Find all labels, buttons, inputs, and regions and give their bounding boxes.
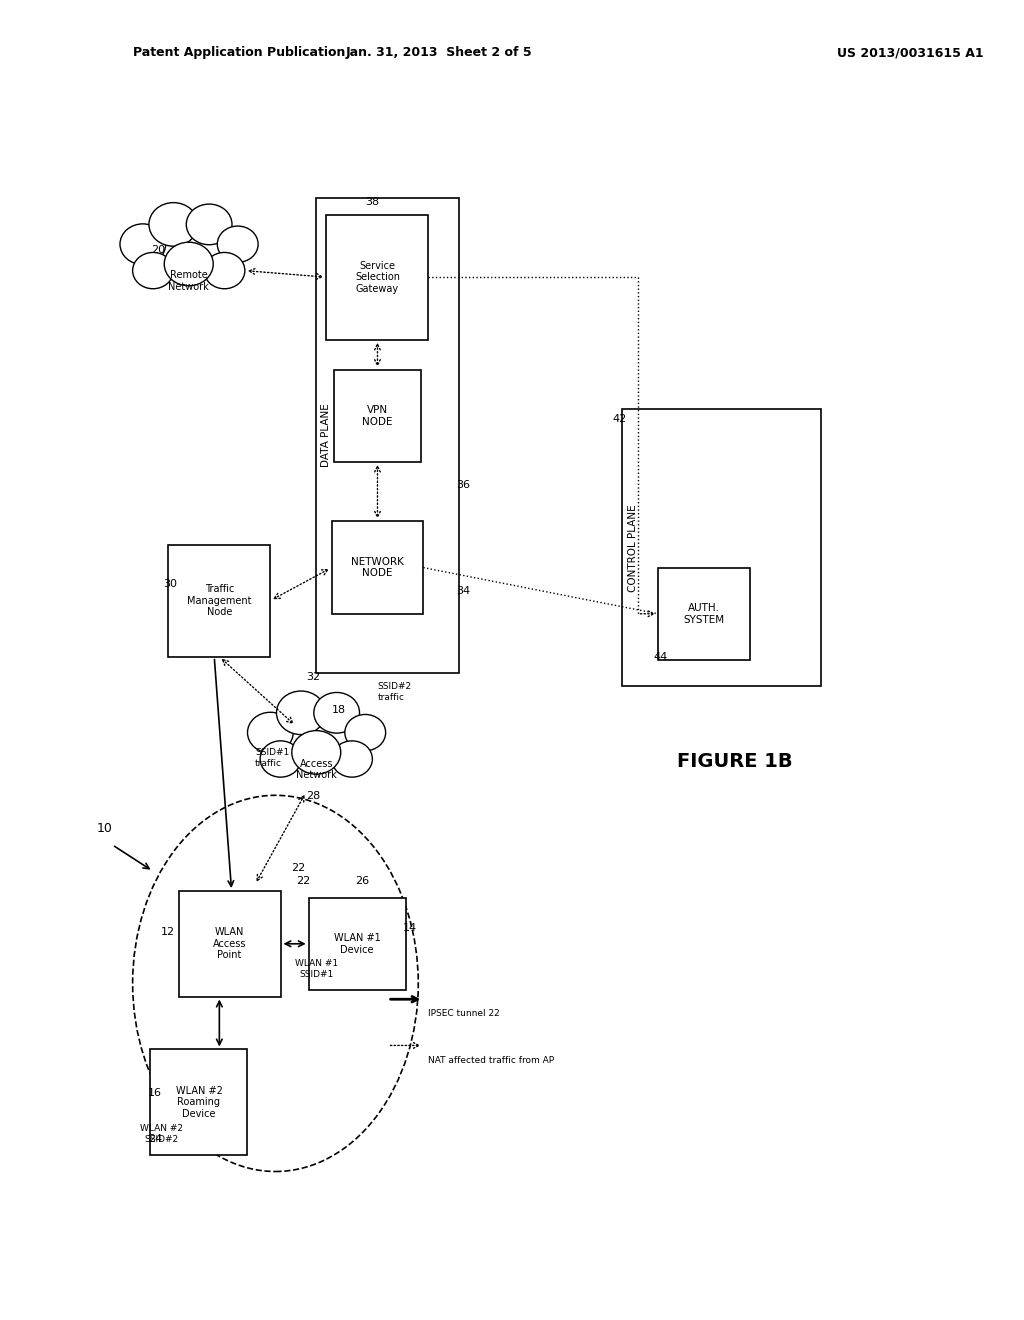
Text: WLAN #2
SSID#2: WLAN #2 SSID#2	[139, 1125, 182, 1144]
Text: WLAN #1
Device: WLAN #1 Device	[334, 933, 381, 954]
Text: 10: 10	[97, 821, 113, 834]
Ellipse shape	[292, 731, 341, 774]
Text: Service
Selection
Gateway: Service Selection Gateway	[355, 260, 400, 294]
Ellipse shape	[133, 795, 418, 1172]
Text: SSID#1
traffic: SSID#1 traffic	[255, 748, 290, 768]
Text: CONTROL PLANE: CONTROL PLANE	[628, 504, 638, 591]
Ellipse shape	[217, 226, 258, 263]
Text: 26: 26	[355, 876, 370, 887]
Text: 14: 14	[403, 923, 417, 933]
Text: NAT affected traffic from AP: NAT affected traffic from AP	[428, 1056, 555, 1065]
Text: Jan. 31, 2013  Sheet 2 of 5: Jan. 31, 2013 Sheet 2 of 5	[345, 46, 532, 59]
Text: 28: 28	[306, 791, 321, 801]
Text: Remote
Network: Remote Network	[168, 271, 209, 292]
Ellipse shape	[186, 205, 232, 244]
FancyBboxPatch shape	[308, 898, 406, 990]
Ellipse shape	[164, 243, 213, 286]
FancyBboxPatch shape	[168, 544, 270, 656]
Text: 22: 22	[291, 863, 305, 874]
Ellipse shape	[248, 713, 293, 752]
Text: 44: 44	[653, 652, 668, 663]
Text: SSID#2
traffic: SSID#2 traffic	[378, 682, 412, 702]
Text: 12: 12	[161, 927, 175, 937]
Ellipse shape	[313, 693, 359, 733]
FancyBboxPatch shape	[334, 370, 421, 462]
FancyBboxPatch shape	[623, 409, 821, 686]
FancyBboxPatch shape	[151, 1049, 248, 1155]
Text: Patent Application Publication: Patent Application Publication	[133, 46, 345, 59]
Text: WLAN #1
SSID#1: WLAN #1 SSID#1	[295, 960, 338, 979]
Text: Traffic
Management
Node: Traffic Management Node	[187, 583, 252, 618]
Ellipse shape	[260, 741, 301, 777]
Text: 20: 20	[151, 246, 165, 256]
Ellipse shape	[120, 224, 166, 264]
Text: 34: 34	[456, 586, 470, 597]
FancyBboxPatch shape	[316, 198, 459, 673]
Text: Access
Network: Access Network	[296, 759, 337, 780]
Text: DATA PLANE: DATA PLANE	[322, 404, 332, 467]
Text: 38: 38	[366, 197, 379, 207]
Text: 18: 18	[332, 705, 346, 715]
Text: NETWORK
NODE: NETWORK NODE	[351, 557, 403, 578]
Ellipse shape	[133, 252, 173, 289]
Text: US 2013/0031615 A1: US 2013/0031615 A1	[837, 46, 983, 59]
Text: 36: 36	[456, 480, 470, 491]
Text: 42: 42	[612, 414, 627, 425]
Text: 22: 22	[296, 876, 310, 887]
Text: 16: 16	[147, 1088, 162, 1098]
Text: IPSEC tunnel 22: IPSEC tunnel 22	[428, 1010, 501, 1019]
Ellipse shape	[276, 692, 326, 734]
Text: VPN
NODE: VPN NODE	[362, 405, 393, 426]
Text: FIGURE 1B: FIGURE 1B	[677, 752, 793, 771]
Text: 32: 32	[306, 672, 321, 682]
FancyBboxPatch shape	[658, 568, 750, 660]
Text: AUTH.
SYSTEM: AUTH. SYSTEM	[683, 603, 725, 624]
FancyBboxPatch shape	[327, 214, 428, 339]
FancyBboxPatch shape	[178, 891, 281, 997]
Text: 30: 30	[163, 579, 177, 590]
Text: 24: 24	[147, 1134, 162, 1144]
Ellipse shape	[148, 202, 198, 246]
Text: WLAN #2
Roaming
Device: WLAN #2 Roaming Device	[175, 1085, 222, 1119]
FancyBboxPatch shape	[332, 521, 423, 614]
Ellipse shape	[345, 714, 386, 751]
Ellipse shape	[332, 741, 373, 777]
Text: WLAN
Access
Point: WLAN Access Point	[213, 927, 247, 961]
Ellipse shape	[204, 252, 245, 289]
